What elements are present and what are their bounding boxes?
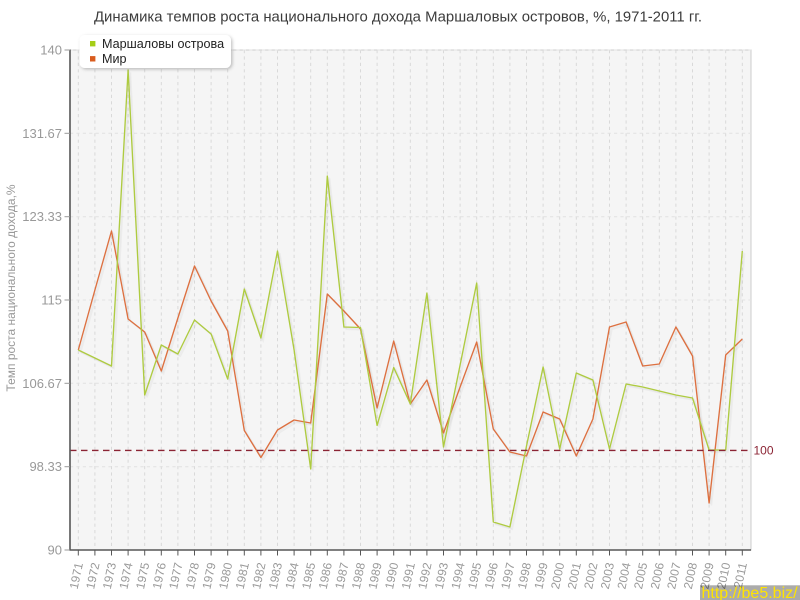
svg-text:1991: 1991 bbox=[399, 561, 418, 590]
svg-text:90: 90 bbox=[48, 543, 62, 558]
svg-text:1971: 1971 bbox=[67, 561, 86, 590]
svg-text:2002: 2002 bbox=[581, 561, 600, 590]
svg-text:1977: 1977 bbox=[166, 561, 185, 590]
svg-text:1972: 1972 bbox=[83, 561, 102, 590]
svg-text:1999: 1999 bbox=[531, 561, 550, 590]
svg-text:1976: 1976 bbox=[150, 561, 169, 590]
svg-text:1978: 1978 bbox=[183, 561, 202, 590]
svg-text:Темп роста национального доход: Темп роста национального дохода,% bbox=[4, 184, 18, 391]
svg-text:2010: 2010 bbox=[714, 561, 733, 590]
svg-text:Мир: Мир bbox=[102, 52, 127, 66]
svg-text:2004: 2004 bbox=[614, 561, 633, 590]
svg-text:1985: 1985 bbox=[299, 561, 318, 590]
svg-text:1975: 1975 bbox=[133, 561, 152, 590]
svg-text:123.33: 123.33 bbox=[22, 209, 62, 224]
svg-text:1974: 1974 bbox=[116, 561, 135, 590]
svg-text:1993: 1993 bbox=[432, 561, 451, 590]
svg-text:1990: 1990 bbox=[382, 561, 401, 590]
svg-text:1982: 1982 bbox=[249, 561, 268, 590]
svg-text:1986: 1986 bbox=[316, 561, 335, 590]
svg-text:2003: 2003 bbox=[598, 561, 617, 590]
svg-text:1984: 1984 bbox=[282, 561, 301, 590]
svg-text:1981: 1981 bbox=[233, 561, 252, 590]
svg-text:2001: 2001 bbox=[565, 561, 584, 590]
svg-text:1998: 1998 bbox=[515, 561, 534, 590]
svg-text:100: 100 bbox=[754, 444, 774, 458]
svg-text:1987: 1987 bbox=[332, 561, 351, 590]
svg-text:2005: 2005 bbox=[631, 561, 650, 590]
svg-text:2009: 2009 bbox=[697, 561, 716, 590]
svg-text:1983: 1983 bbox=[266, 561, 285, 590]
svg-text:1973: 1973 bbox=[100, 561, 119, 590]
svg-text:1994: 1994 bbox=[448, 561, 467, 590]
svg-text:131.67: 131.67 bbox=[22, 126, 62, 141]
svg-text:98.33: 98.33 bbox=[29, 459, 62, 474]
svg-text:http://be5.biz/: http://be5.biz/ bbox=[702, 585, 799, 600]
svg-text:1997: 1997 bbox=[498, 561, 517, 590]
svg-text:2008: 2008 bbox=[681, 561, 700, 590]
svg-text:Динамика темпов роста национал: Динамика темпов роста национального дохо… bbox=[94, 10, 702, 26]
svg-text:2007: 2007 bbox=[664, 561, 683, 590]
svg-text:1979: 1979 bbox=[199, 561, 218, 590]
svg-text:2006: 2006 bbox=[648, 561, 667, 590]
svg-text:Маршаловы острова: Маршаловы острова bbox=[102, 37, 224, 51]
svg-text:1996: 1996 bbox=[482, 561, 501, 590]
svg-text:2011: 2011 bbox=[731, 561, 750, 589]
svg-text:106.67: 106.67 bbox=[22, 376, 62, 391]
svg-text:1989: 1989 bbox=[365, 561, 384, 590]
svg-text:1980: 1980 bbox=[216, 561, 235, 590]
svg-text:115: 115 bbox=[41, 293, 62, 308]
svg-text:1988: 1988 bbox=[349, 561, 368, 590]
svg-text:1995: 1995 bbox=[465, 561, 484, 590]
svg-text:2000: 2000 bbox=[548, 561, 567, 590]
svg-text:1992: 1992 bbox=[415, 561, 434, 590]
svg-text:140: 140 bbox=[40, 43, 62, 58]
